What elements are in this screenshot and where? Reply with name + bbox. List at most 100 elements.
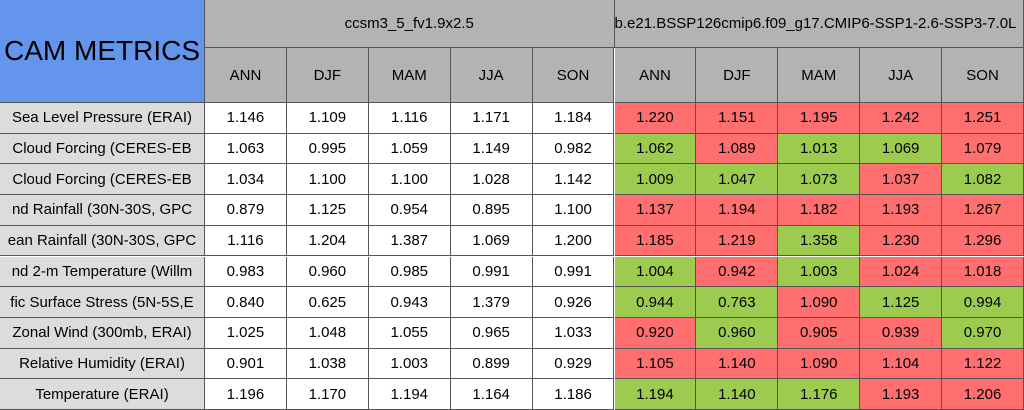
- row-label: fic Surface Stress (5N-5S,E: [0, 287, 205, 318]
- value-cell: 1.170: [286, 379, 369, 410]
- value-cell: 1.146: [205, 103, 287, 134]
- value-cell: 1.009: [614, 164, 697, 196]
- row-label: Zonal Wind (300mb, ERAI): [0, 317, 205, 349]
- value-cell: 1.105: [614, 348, 697, 380]
- value-cell: 1.140: [696, 348, 779, 380]
- value-cell: 0.926: [532, 287, 615, 318]
- value-cell: 1.048: [286, 317, 369, 349]
- row-label: Cloud Forcing (CERES-EB: [0, 164, 205, 196]
- value-cell: 1.062: [614, 133, 697, 165]
- value-cell: 0.905: [778, 317, 861, 349]
- value-cell: 1.003: [778, 256, 861, 288]
- value-cell: 1.063: [205, 133, 287, 165]
- value-cell: 0.879: [205, 195, 287, 226]
- value-cell: 1.193: [860, 379, 943, 410]
- value-cell: 1.230: [860, 225, 943, 257]
- value-cell: 0.995: [286, 133, 369, 165]
- value-cell: 1.194: [368, 379, 451, 410]
- value-cell: 1.379: [450, 287, 533, 318]
- value-cell: 0.763: [696, 287, 779, 318]
- value-cell: 0.944: [614, 287, 697, 318]
- value-cell: 1.025: [205, 317, 287, 349]
- value-cell: 1.125: [286, 195, 369, 226]
- value-cell: 1.003: [368, 348, 451, 380]
- value-cell: 1.387: [368, 225, 451, 257]
- value-cell: 0.994: [942, 287, 1024, 318]
- value-cell: 0.899: [450, 348, 533, 380]
- row-label: nd Rainfall (30N-30S, GPC: [0, 195, 205, 226]
- value-cell: 0.954: [368, 195, 451, 226]
- value-cell: 0.982: [532, 133, 615, 165]
- column-header: MAM: [368, 48, 451, 103]
- value-cell: 1.182: [778, 195, 861, 226]
- value-cell: 1.038: [286, 348, 369, 380]
- row-label: ean Rainfall (30N-30S, GPC: [0, 225, 205, 257]
- value-cell: 1.296: [942, 225, 1024, 257]
- value-cell: 0.970: [942, 317, 1024, 349]
- value-cell: 1.220: [614, 103, 697, 134]
- value-cell: 0.939: [860, 317, 943, 349]
- value-cell: 1.082: [942, 164, 1024, 196]
- value-cell: 1.100: [532, 195, 615, 226]
- value-cell: 1.073: [778, 164, 861, 196]
- value-cell: 1.100: [286, 164, 369, 196]
- value-cell: 1.033: [532, 317, 615, 349]
- value-cell: 0.943: [368, 287, 451, 318]
- group-header: ccsm3_5_fv1.9x2.5: [205, 0, 615, 48]
- column-header: JJA: [450, 48, 533, 103]
- column-header: MAM: [778, 48, 861, 103]
- value-cell: 1.194: [614, 379, 697, 410]
- value-cell: 1.069: [450, 225, 533, 257]
- column-header: DJF: [696, 48, 779, 103]
- value-cell: 1.204: [286, 225, 369, 257]
- value-cell: 1.195: [778, 103, 861, 134]
- row-label: Cloud Forcing (CERES-EB: [0, 133, 205, 165]
- value-cell: 1.089: [696, 133, 779, 165]
- group-header: b.e21.BSSP126cmip6.f09_g17.CMIP6-SSP1-2.…: [614, 0, 1024, 48]
- value-cell: 1.037: [860, 164, 943, 196]
- value-cell: 1.047: [696, 164, 779, 196]
- value-cell: 1.013: [778, 133, 861, 165]
- value-cell: 0.960: [286, 256, 369, 288]
- value-cell: 1.079: [942, 133, 1024, 165]
- value-cell: 1.125: [860, 287, 943, 318]
- value-cell: 0.991: [450, 256, 533, 288]
- value-cell: 0.840: [205, 287, 287, 318]
- value-cell: 1.358: [778, 225, 861, 257]
- value-cell: 1.186: [532, 379, 615, 410]
- value-cell: 1.184: [532, 103, 615, 134]
- value-cell: 0.985: [368, 256, 451, 288]
- value-cell: 1.116: [368, 103, 451, 134]
- value-cell: 0.960: [696, 317, 779, 349]
- value-cell: 1.149: [450, 133, 533, 165]
- row-label: Temperature (ERAI): [0, 379, 205, 410]
- value-cell: 1.069: [860, 133, 943, 165]
- value-cell: 1.171: [450, 103, 533, 134]
- value-cell: 1.251: [942, 103, 1024, 134]
- row-label: nd 2-m Temperature (Willm: [0, 256, 205, 288]
- column-header: DJF: [286, 48, 369, 103]
- value-cell: 1.142: [532, 164, 615, 196]
- column-header: SON: [532, 48, 615, 103]
- value-cell: 1.219: [696, 225, 779, 257]
- value-cell: 1.151: [696, 103, 779, 134]
- value-cell: 1.206: [942, 379, 1024, 410]
- value-cell: 1.116: [205, 225, 287, 257]
- value-cell: 0.901: [205, 348, 287, 380]
- value-cell: 1.137: [614, 195, 697, 226]
- value-cell: 1.034: [205, 164, 287, 196]
- value-cell: 1.140: [696, 379, 779, 410]
- value-cell: 1.242: [860, 103, 943, 134]
- value-cell: 1.109: [286, 103, 369, 134]
- value-cell: 1.090: [778, 287, 861, 318]
- column-header: JJA: [860, 48, 943, 103]
- value-cell: 1.267: [942, 195, 1024, 226]
- value-cell: 0.965: [450, 317, 533, 349]
- value-cell: 1.104: [860, 348, 943, 380]
- value-cell: 0.983: [205, 256, 287, 288]
- value-cell: 1.100: [368, 164, 451, 196]
- column-header: ANN: [205, 48, 287, 103]
- value-cell: 1.185: [614, 225, 697, 257]
- value-cell: 1.164: [450, 379, 533, 410]
